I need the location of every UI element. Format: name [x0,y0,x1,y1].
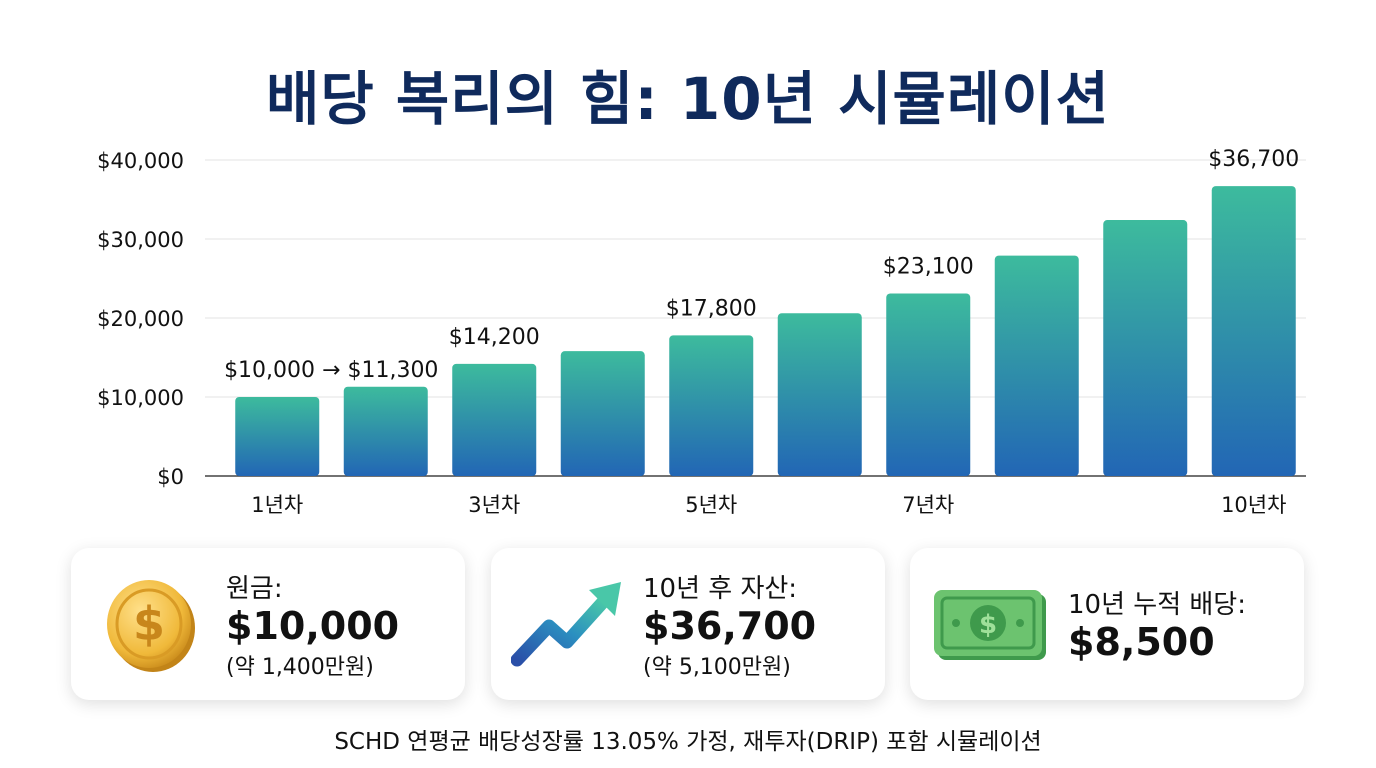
y-tick-label: $10,000 [97,386,184,410]
y-tick-label: $20,000 [97,307,184,331]
x-tick-label: 5년차 [685,493,737,517]
gold-coin-icon: $ [101,574,201,678]
card-note: (약 1,400만원) [226,654,374,680]
bar [343,386,428,476]
bars [235,186,1296,476]
bar [777,313,862,476]
svg-text:$: $ [979,610,997,640]
card-label: 10년 누적 배당: [1068,590,1246,620]
card-note: (약 5,100만원) [643,654,791,680]
bar [669,335,754,476]
bar [886,293,971,476]
y-tick-label: $0 [157,465,184,489]
data-label: $10,000 → $11,300 [224,358,438,383]
data-label: $14,200 [449,325,540,350]
bar [235,397,320,476]
data-label: $17,800 [666,296,757,321]
bar [452,363,537,476]
final-asset-card: 10년 후 자산: $36,700 (약 5,100만원) [491,548,885,700]
x-axis-labels: 1년차 3년차 5년차 7년차 10년차 [251,493,1286,517]
card-value: $36,700 [643,604,817,648]
footnote: SCHD 연평균 배당성장률 13.05% 가정, 재투자(DRIP) 포함 시… [334,729,1042,755]
bar [1103,220,1188,476]
data-label: $36,700 [1208,147,1299,172]
principal-card: $ 원금: $10,000 (약 1,400만원) [71,548,465,700]
card-label: 원금: [226,574,283,604]
svg-text:$: $ [133,597,165,651]
y-tick-label: $30,000 [97,228,184,252]
data-label: $23,100 [883,255,974,280]
card-value: $8,500 [1068,620,1215,664]
dollar-bill-icon: $ [932,588,1048,668]
x-tick-label: 10년차 [1221,493,1286,517]
growth-arrow-icon [510,578,626,677]
x-tick-label: 1년차 [251,493,303,517]
x-tick-label: 7년차 [902,493,954,517]
x-tick-label: 3년차 [468,493,520,517]
bar [560,351,645,476]
bar [994,255,1079,476]
y-tick-label: $40,000 [97,149,184,173]
bar-chart: $0 $10,000 $20,000 $30,000 $40,000 $10,000 →… [97,147,1306,517]
y-axis-labels: $0 $10,000 $20,000 $30,000 $40,000 [97,149,184,489]
card-value: $10,000 [226,604,400,648]
card-label: 10년 후 자산: [643,574,798,604]
bar [1211,186,1296,476]
cumulative-dividend-card: $ 10년 누적 배당: $8,500 [910,548,1304,700]
page-title: 배당 복리의 힘: 10년 시뮬레이션 [266,65,1110,133]
data-labels: $10,000 → $11,300 $14,200 $17,800 $23,100 $3… [224,147,1299,383]
